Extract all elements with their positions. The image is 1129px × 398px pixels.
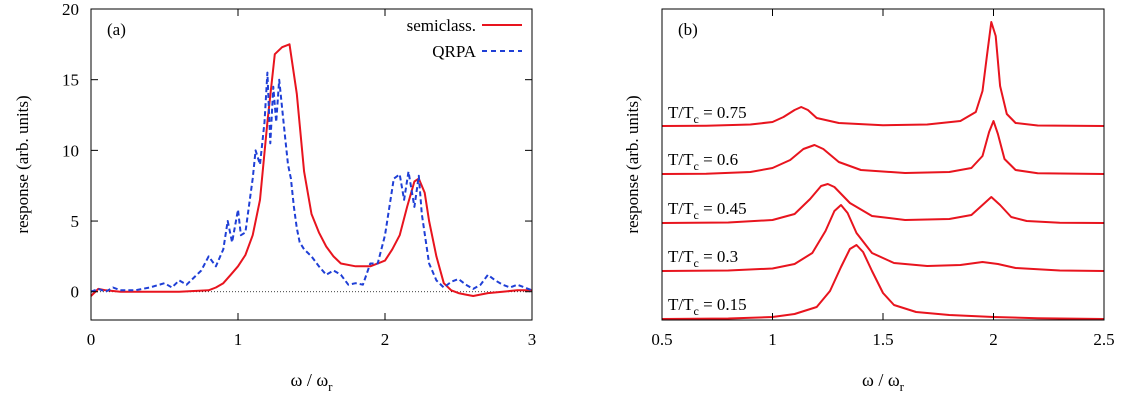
series-line-semiclass	[90, 43, 532, 297]
x-tick-label: 0.5	[651, 330, 672, 349]
series-line-qrpa	[90, 71, 533, 293]
x-tick-label: 2	[989, 330, 998, 349]
panel-a-label: (a)	[107, 20, 126, 39]
panel-a-x-axis-label-sub: r	[328, 379, 333, 394]
x-tick-label: 1	[234, 330, 243, 349]
curve-label-value: = 0.6	[699, 150, 738, 169]
x-tick-label: 3	[528, 330, 537, 349]
legend-label-semiclass: semiclass.	[407, 16, 476, 35]
x-tick-label: 0	[87, 330, 96, 349]
panel-a-x-axis-label-main: ω / ω	[290, 370, 328, 390]
panel-b-label: (b)	[678, 20, 698, 39]
panel-b-ticks: 0.5 1 1.5 2 2.5	[651, 9, 1115, 349]
panel-b-x-axis-label: ω / ωr	[862, 370, 905, 394]
curve-label-sub: c	[694, 112, 699, 126]
curve-label: T/Tc = 0.3	[668, 247, 738, 270]
curve-label-value: = 0.45	[699, 199, 747, 218]
panel-a-frame	[90, 8, 533, 321]
legend-label-qrpa: QRPA	[432, 42, 477, 61]
panel-b-x-axis-label-sub: r	[900, 379, 905, 394]
curve-label: T/Tc = 0.15	[668, 295, 747, 318]
series-line-5	[661, 244, 1105, 320]
panel-b-y-axis-label: response (arb. units)	[623, 95, 642, 233]
x-tick-label: 2	[381, 330, 390, 349]
series-line-2	[661, 120, 1105, 175]
panel-a-y-axis-label: response (arb. units)	[13, 95, 32, 233]
panel-a-ticks: 0 1 2 3 0 5 10 15 20	[62, 0, 536, 349]
curve-label-main: T/T	[668, 150, 694, 169]
curve-label-sub: c	[694, 208, 699, 222]
curve-label: T/Tc = 0.75	[668, 103, 747, 126]
panel-a-x-axis-label: ω / ωr	[290, 370, 333, 394]
curve-label-main: T/T	[668, 103, 694, 122]
x-tick-label: 2.5	[1093, 330, 1114, 349]
y-tick-label: 10	[62, 141, 79, 160]
x-tick-label: 1.5	[872, 330, 893, 349]
curve-label: T/Tc = 0.45	[668, 199, 747, 222]
panel-b-chart: 0.5 1 1.5 2 2.5 T/Tc = 0.75T/Tc = 0.6T/Tc = …	[623, 8, 1115, 394]
curve-label-value: = 0.75	[699, 103, 747, 122]
y-tick-label: 5	[71, 212, 80, 231]
curve-label: T/Tc = 0.6	[668, 150, 738, 173]
y-tick-label: 15	[62, 71, 79, 90]
x-tick-label: 1	[768, 330, 777, 349]
y-tick-label: 20	[62, 0, 79, 19]
curve-label-sub: c	[694, 304, 699, 318]
curve-label-main: T/T	[668, 199, 694, 218]
panel-b-marks	[661, 21, 1105, 320]
series-line-4	[661, 204, 1105, 272]
panel-a-chart: 0 1 2 3 0 5 10 15 20 (a) semiclass. QRPA respons…	[13, 0, 536, 394]
curve-label-main: T/T	[668, 247, 694, 266]
y-tick-label: 0	[71, 283, 80, 302]
panel-a-marks	[90, 43, 533, 297]
curve-label-main: T/T	[668, 295, 694, 314]
series-line-1	[661, 21, 1105, 127]
panel-a-legend: semiclass. QRPA	[407, 16, 522, 61]
curve-label-sub: c	[694, 159, 699, 173]
curve-label-value: = 0.15	[699, 295, 747, 314]
series-line-3	[661, 183, 1105, 224]
panel-b-curve-labels: T/Tc = 0.75T/Tc = 0.6T/Tc = 0.45T/Tc = 0…	[668, 103, 747, 318]
curve-label-sub: c	[694, 256, 699, 270]
curve-label-value: = 0.3	[699, 247, 738, 266]
panel-b-x-axis-label-main: ω / ω	[862, 370, 900, 390]
